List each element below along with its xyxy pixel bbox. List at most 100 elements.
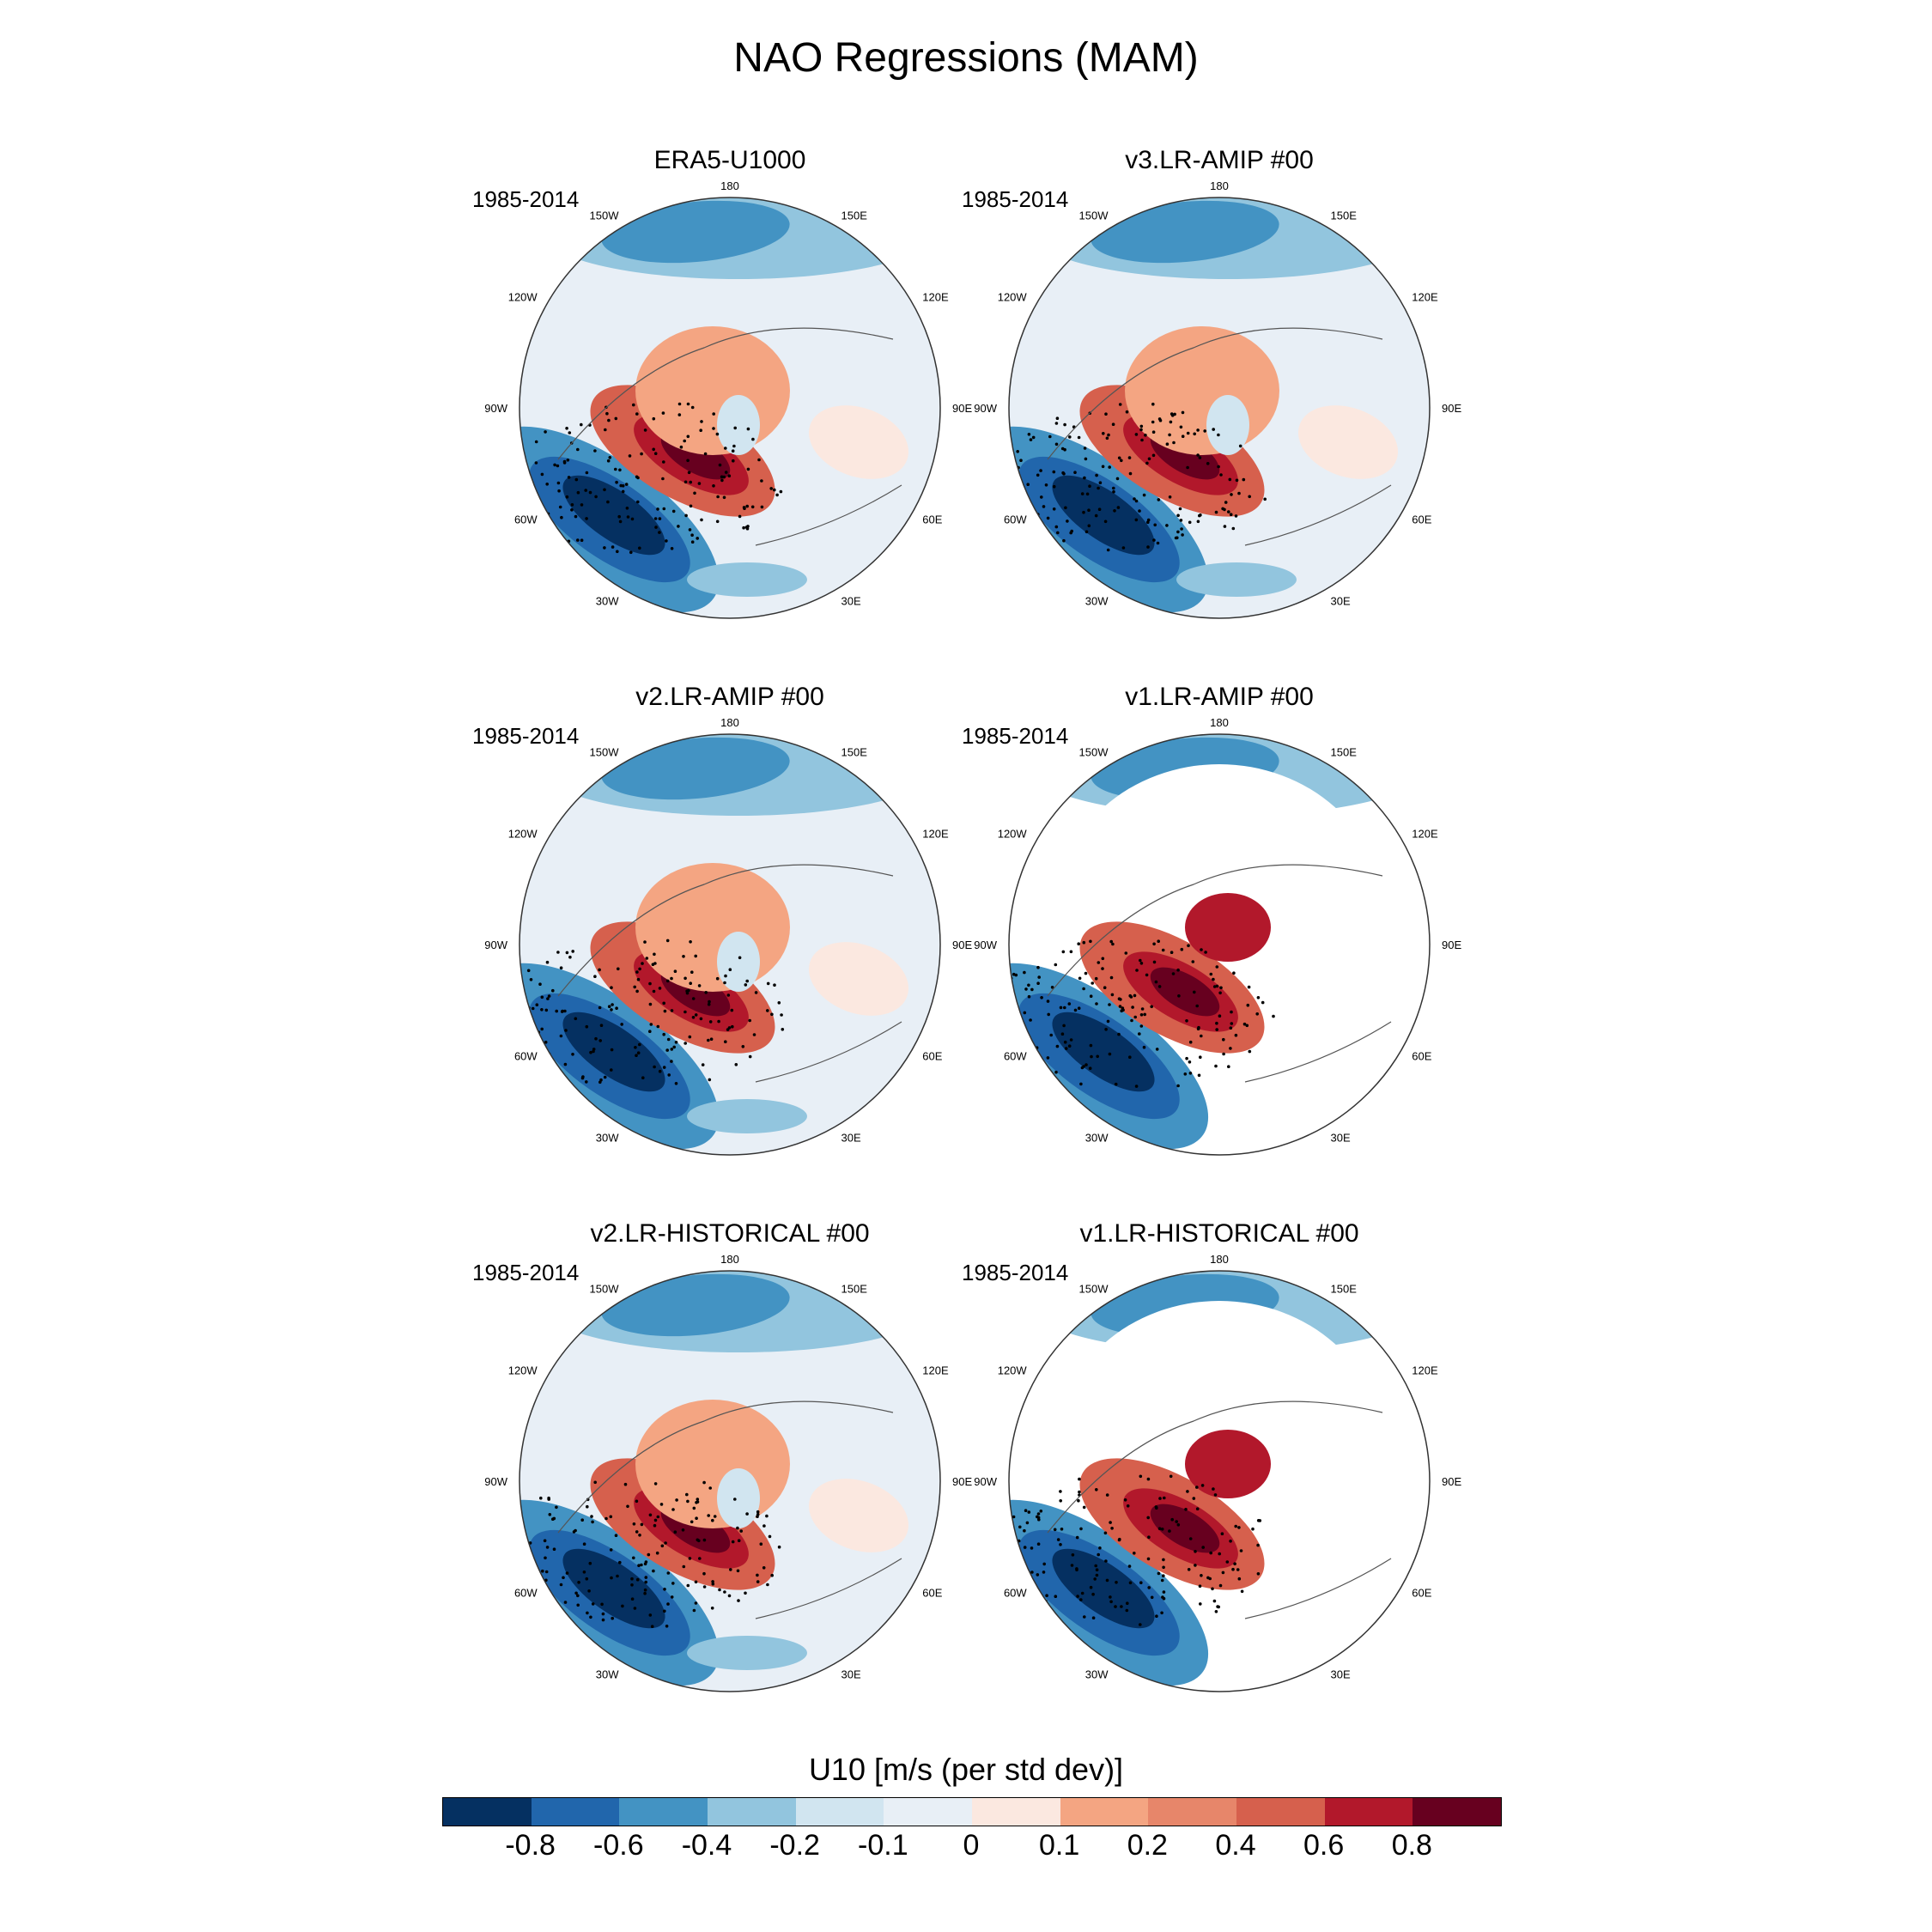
colorbar-tick-label: -0.1 [858,1829,908,1862]
lon-label-120e: 120E [1412,828,1438,841]
atlantic-negative-core [1052,1012,1155,1092]
lon-label-0: 0 [1216,624,1222,627]
polar-map: 180 150E 120E 90E 60E 30E 0 30W 60W 90W 120W 150W [484,1253,972,1700]
map-panel-4: 180 150E 120E 90E 60E 30E 0 30W 60W 90W 120W 150W v1… [953,683,1485,1163]
arctic-positive-ring [1125,326,1279,455]
contour-field [1009,734,1430,1155]
lon-label-150w: 150W [590,746,620,759]
lon-label-120e: 120E [1412,291,1438,304]
lon-label-180: 180 [720,716,739,729]
lon-label-60w: 60W [1004,513,1027,526]
colorbar-swatch-2 [531,1798,620,1826]
colorbar-tick-label: -0.4 [681,1829,732,1862]
pacific-negative-core [601,737,790,800]
polar-map: 180 150E 120E 90E 60E 30E 0 30W 60W 90W 120W 150W [974,716,1461,1163]
lon-label-180: 180 [1210,179,1229,192]
lon-label-90e: 90E [1442,402,1461,415]
mediterranean-negative [687,1099,807,1133]
lon-label-90w: 90W [974,939,997,951]
lon-label-90e: 90E [1442,939,1461,951]
arctic-negative-center [717,395,760,455]
lon-label-120w: 120W [998,828,1028,841]
map-panel-3: 180 150E 120E 90E 60E 30E 0 30W 60W 90W 120W 150W v2… [464,683,996,1163]
colorbar-tick-labels: -0.8 -0.6 -0.4 -0.2 -0.1 0 0.1 0.2 0.4 0.6 0.8 [442,1829,1500,1868]
lon-label-30e: 30E [841,1668,861,1680]
colorbar-tick-label: 0.8 [1391,1829,1432,1862]
lon-label-90e: 90E [952,1475,972,1488]
arctic-positive-ring [635,326,790,455]
subpolar-positive-core [1150,967,1220,1017]
panel-title: v2.LR-AMIP #00 [635,683,824,711]
lon-label-120e: 120E [922,828,949,841]
contour-field [519,734,940,1155]
pacific-negative-core [601,200,790,264]
mediterranean-negative [687,1636,807,1670]
coastline [1047,327,1392,546]
colorbar-swatch-5 [795,1798,884,1826]
contour-field [519,197,940,618]
polar-map: 180 150E 120E 90E 60E 30E 0 30W 60W 90W 120W 150W [484,179,972,627]
eurasia-positive [808,405,909,479]
pacific-negative-core [1091,200,1279,264]
panel-period: 1985-2014 [962,723,1069,749]
lon-label-60w: 60W [514,1050,538,1063]
lon-label-90e: 90E [1442,1475,1461,1488]
map-boundary [1008,1270,1431,1692]
lon-label-120w: 120W [508,828,538,841]
colorbar-tick-label: 0 [963,1829,980,1862]
map-panel-1: 180 150E 120E 90E 60E 30E 0 30W 60W 90W 120W 150W ER… [464,146,996,627]
lon-label-90w: 90W [974,1475,997,1488]
lon-label-30e: 30E [841,1131,861,1144]
panel-title: ERA5-U1000 [653,146,806,174]
colorbar-tick-label: 0.4 [1215,1829,1256,1862]
colorbar [442,1797,1502,1826]
lon-label-60e: 60E [1412,513,1431,526]
lon-label-120w: 120W [508,291,538,304]
lon-label-180: 180 [1210,1253,1229,1266]
colorbar-tick-label: 0.1 [1039,1829,1080,1862]
colorbar-swatch-12 [1413,1798,1502,1826]
map-panel-5: 180 150E 120E 90E 60E 30E 0 30W 60W 90W 120W 150W v2… [464,1219,996,1700]
colorbar-swatch-4 [708,1798,796,1826]
map-panel-6: 180 150E 120E 90E 60E 30E 0 30W 60W 90W 120W 150W v1… [953,1219,1485,1700]
lon-label-180: 180 [720,179,739,192]
lon-label-30w: 30W [1085,1131,1109,1144]
lon-label-30w: 30W [596,594,619,607]
lon-label-90w: 90W [974,402,997,415]
map-boundary [1008,197,1431,619]
colorbar-swatch-1 [443,1798,532,1826]
map-boundary [519,733,941,1156]
atlantic-negative-core [562,1012,665,1092]
arctic-negative-center [1206,395,1249,455]
map-boundary [519,1270,941,1692]
arctic-negative-center [717,1468,760,1528]
main-title: NAO Regressions (MAM) [733,35,1199,81]
lon-label-150e: 150E [1331,1283,1358,1296]
panel-title: v3.LR-AMIP #00 [1125,146,1314,174]
arctic-negative-center [717,932,760,992]
map-boundary [1008,733,1431,1156]
lon-label-30e: 30E [1331,1668,1351,1680]
panel-period: 1985-2014 [962,1260,1069,1285]
panel-period: 1985-2014 [472,186,580,212]
subpolar-positive-core [1150,1504,1220,1553]
coastline [1047,864,1392,1083]
lon-label-150w: 150W [1079,1283,1109,1296]
coastline [557,864,902,1083]
arctic-positive-patch [1185,893,1271,962]
lon-label-120e: 120E [922,1364,949,1377]
lon-label-60e: 60E [922,1050,942,1063]
colorbar-tick-label: -0.6 [593,1829,644,1862]
lon-label-30w: 30W [1085,1668,1109,1680]
colorbar-tick-label: 0.6 [1303,1829,1345,1862]
atlantic-negative-core [562,1548,665,1629]
polar-map: 180 150E 120E 90E 60E 30E 0 30W 60W 90W 120W 150W [974,1253,1461,1700]
lon-label-60w: 60W [1004,1050,1027,1063]
colorbar-swatch-6 [884,1798,973,1826]
coastline [557,1400,902,1619]
eurasia-positive [808,1479,909,1552]
contour-field [519,1271,940,1692]
lon-label-60e: 60E [1412,1050,1431,1063]
lon-label-120e: 120E [922,291,949,304]
lon-label-150e: 150E [841,210,868,222]
